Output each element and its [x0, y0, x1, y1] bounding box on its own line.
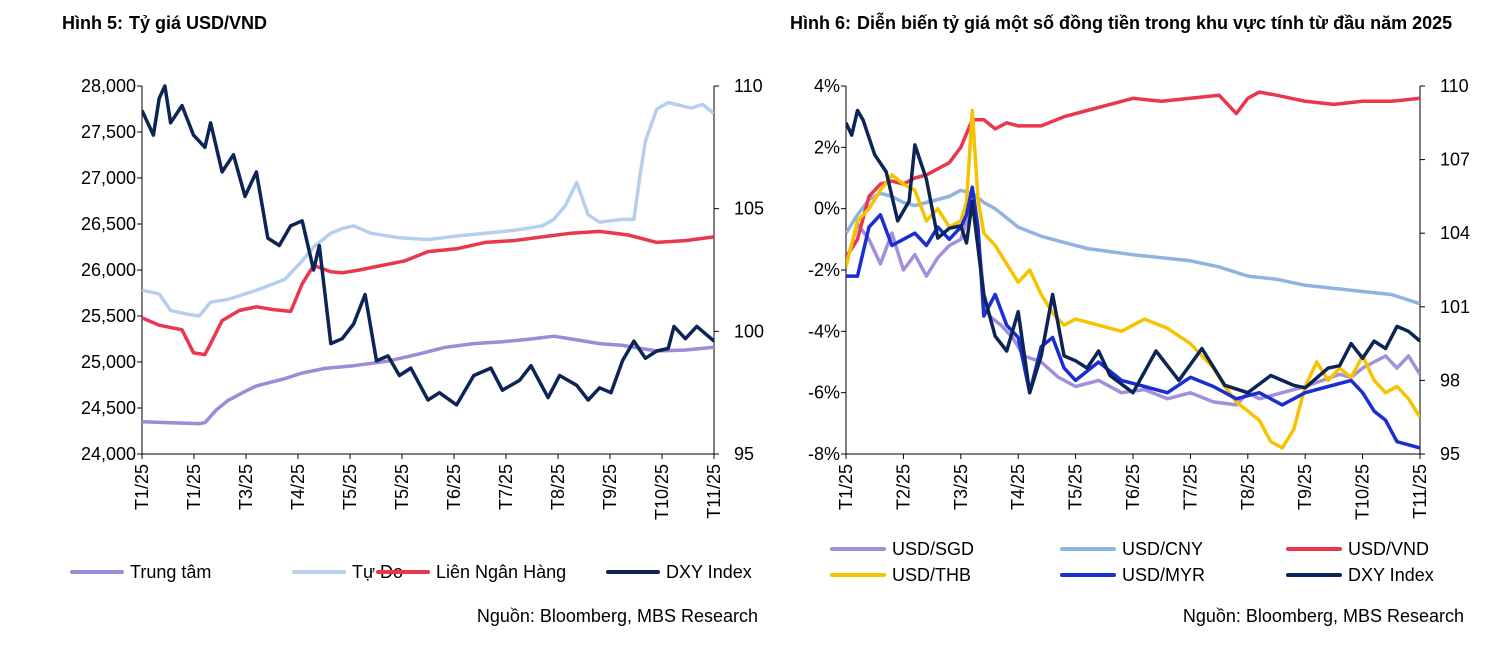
figure-6-title-text: Diễn biến tỷ giá một số đồng tiền trong … [857, 13, 1453, 33]
y2-tick-label: 98 [1440, 370, 1460, 390]
x-tick-label: T11/25 [704, 464, 724, 519]
series-line-t-do [142, 100, 714, 318]
y2-tick-label: 107 [1440, 150, 1470, 170]
x-tick-label: T1/25 [184, 464, 204, 510]
y2-tick-label: 110 [734, 76, 763, 96]
x-tick-label: T8/25 [548, 464, 568, 510]
series-line-usd-vnd [846, 90, 1420, 259]
y-tick-label: -8% [808, 444, 840, 464]
x-tick-label: T8/25 [1238, 464, 1258, 510]
y-tick-label: -4% [808, 321, 840, 341]
x-tick-label: T7/25 [1180, 464, 1200, 510]
figure-6-source: Nguồn: Bloomberg, MBS Research [1182, 606, 1464, 626]
x-tick-label: T9/25 [600, 464, 620, 510]
y2-tick-label: 105 [734, 199, 764, 219]
x-tick-label: T1/25 [132, 464, 152, 510]
y2-tick-label: 104 [1440, 223, 1470, 243]
x-tick-label: T6/25 [1123, 464, 1143, 510]
figure-5-source: Nguồn: Bloomberg, MBS Research [476, 606, 758, 626]
series-line-usd-sgd [846, 200, 1420, 407]
series-line-usd-cny [846, 188, 1420, 306]
x-tick-label: T10/25 [1353, 464, 1373, 520]
legend-label: DXY Index [666, 562, 752, 582]
x-tick-label: T10/25 [652, 464, 672, 520]
y-tick-label: 27,000 [81, 168, 136, 188]
series-line-dxy-index [142, 84, 714, 407]
series-line-trung-t-m [142, 334, 714, 426]
figure-6-title: Hình 6: Diễn biến tỷ giá một số đồng tiền… [790, 12, 1480, 34]
x-tick-label: T11/25 [1410, 464, 1430, 519]
y2-tick-label: 110 [1440, 76, 1469, 96]
x-tick-label: T3/25 [951, 464, 971, 510]
x-tick-label: T1/25 [836, 464, 856, 510]
y-tick-label: 24,500 [81, 398, 136, 418]
y-tick-label: 26,500 [81, 214, 136, 234]
y-tick-label: -2% [808, 260, 840, 280]
legend-label: USD/VND [1348, 539, 1429, 559]
x-tick-label: T5/25 [1066, 464, 1086, 510]
series-line-li-n-ng-n-h-ng [142, 229, 714, 357]
x-tick-label: T7/25 [496, 464, 516, 510]
y-tick-label: 26,000 [81, 260, 136, 280]
series-line-dxy-index [846, 108, 1420, 395]
usd-vnd-chart: 24,000 24,500 25,000 25,500 26,000 26,500 27,0… [70, 76, 764, 582]
legend-label: USD/SGD [892, 539, 974, 559]
x-tick-label: T5/25 [340, 464, 360, 510]
x-tick-label: T9/25 [1295, 464, 1315, 510]
regional-fx-chart: -8% -6% -4% -2% 0% 2% 4% 95 98 101 104 107 110 T1/25 T… [808, 76, 1470, 585]
legend-label: DXY Index [1348, 565, 1434, 585]
series-line-usd-myr [846, 185, 1420, 450]
y-tick-label: -6% [808, 383, 840, 403]
y-tick-label: 0% [814, 199, 840, 219]
x-tick-label: T4/25 [288, 464, 308, 510]
y-tick-label: 4% [814, 76, 840, 96]
y-tick-label: 25,000 [81, 352, 136, 372]
legend-label: Liên Ngân Hàng [436, 562, 566, 582]
figure-5-title-text: Tỷ giá USD/VND [129, 13, 268, 33]
y2-tick-label: 100 [734, 321, 764, 341]
legend-label: Trung tâm [130, 562, 211, 582]
x-tick-label: T6/25 [444, 464, 464, 510]
y-tick-label: 2% [814, 137, 840, 157]
y-tick-label: 27,500 [81, 122, 136, 142]
y2-tick-label: 95 [1440, 444, 1460, 464]
figure-5-label: Hình 5: [62, 13, 123, 33]
plot-area [142, 86, 714, 454]
y-tick-label: 25,500 [81, 306, 136, 326]
x-tick-label: T5/25 [392, 464, 412, 510]
legend-label: USD/THB [892, 565, 971, 585]
x-tick-label: T3/25 [236, 464, 256, 510]
figure-6-label: Hình 6: [790, 13, 851, 33]
y-tick-label: 24,000 [81, 444, 136, 464]
y2-tick-label: 101 [1440, 297, 1470, 317]
legend-label: USD/MYR [1122, 565, 1205, 585]
y-tick-label: 28,000 [81, 76, 136, 96]
figure-5-title: Hình 5: Tỷ giá USD/VND [62, 12, 267, 34]
legend-label: USD/CNY [1122, 539, 1203, 559]
y2-tick-label: 95 [734, 444, 754, 464]
x-tick-label: T2/25 [893, 464, 913, 510]
x-tick-label: T4/25 [1008, 464, 1028, 510]
